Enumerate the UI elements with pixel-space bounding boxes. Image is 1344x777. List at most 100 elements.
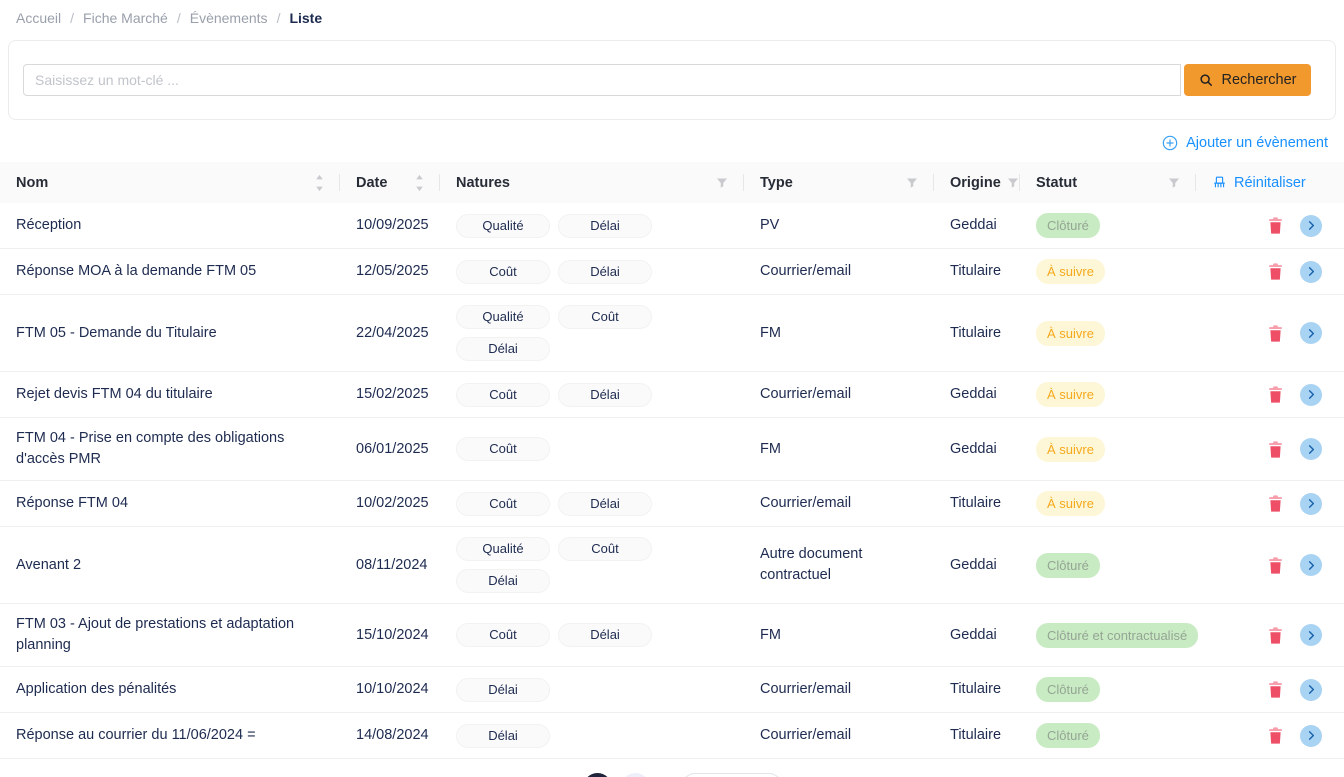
event-actions-cell — [1196, 603, 1344, 667]
open-row-button[interactable] — [1300, 724, 1322, 747]
event-origin: Titulaire — [950, 681, 1002, 697]
event-type-cell: Courrier/email — [744, 666, 934, 713]
search-input[interactable] — [23, 64, 1181, 96]
chevron-right-icon — [1306, 266, 1317, 277]
funnel-icon[interactable] — [1168, 177, 1180, 189]
delete-button[interactable] — [1268, 440, 1283, 458]
event-date-cell: 12/05/2025 — [340, 248, 440, 295]
event-type: Courrier/email — [760, 727, 852, 743]
open-row-button[interactable] — [1300, 678, 1322, 701]
breadcrumb-separator: / — [176, 10, 181, 26]
event-natures-cell: Coût Délai — [440, 248, 744, 295]
event-date-cell: 14/08/2024 — [340, 712, 440, 759]
sort-carets-icon[interactable] — [315, 174, 324, 192]
status-badge: À suivre — [1036, 259, 1105, 284]
event-type: FM — [760, 626, 781, 643]
funnel-icon[interactable] — [716, 177, 728, 189]
open-row-button[interactable] — [1300, 322, 1322, 344]
event-origin-cell: Geddai — [934, 526, 1020, 604]
open-row-button[interactable] — [1300, 438, 1322, 460]
breadcrumb-item-evenements[interactable]: Évènements — [189, 10, 268, 26]
event-date: 10/10/2024 — [356, 681, 429, 697]
table-row: FTM 05 - Demande du Titulaire 22/04/2025… — [0, 294, 1344, 372]
event-origin: Geddai — [950, 556, 997, 573]
open-row-button[interactable] — [1300, 214, 1322, 237]
status-badge: Clôturé et contractualisé — [1036, 622, 1199, 648]
event-natures-cell: Coût Délai — [440, 603, 744, 667]
event-date-cell: 22/04/2025 — [340, 294, 440, 372]
column-header-type[interactable]: Type — [744, 162, 934, 203]
event-actions-cell — [1196, 203, 1344, 249]
funnel-icon[interactable] — [906, 177, 918, 189]
column-header-origine[interactable]: Origine — [934, 162, 1020, 203]
trash-icon — [1268, 556, 1283, 574]
open-row-button[interactable] — [1300, 492, 1322, 515]
event-type-cell: Courrier/email — [744, 248, 934, 295]
open-row-button[interactable] — [1300, 624, 1322, 646]
event-name-cell: Réponse FTM 04 — [0, 480, 340, 527]
delete-button[interactable] — [1268, 727, 1283, 744]
delete-button[interactable] — [1268, 556, 1283, 574]
delete-button[interactable] — [1268, 681, 1283, 698]
trash-icon — [1268, 386, 1283, 403]
reset-filters-button[interactable]: Réinitaliser — [1212, 175, 1328, 191]
event-name-cell: Réponse MOA à la demande FTM 05 — [0, 248, 340, 295]
event-date: 06/01/2025 — [356, 440, 429, 457]
trash-icon — [1268, 681, 1283, 698]
nature-tag: Délai — [456, 569, 550, 593]
status-badge: Clôturé — [1036, 723, 1100, 748]
delete-button[interactable] — [1268, 626, 1283, 644]
page-button-2[interactable]: 2 — [621, 773, 651, 777]
event-name-cell: Réponse au courrier du 11/06/2024 = — [0, 712, 340, 759]
open-row-button[interactable] — [1300, 383, 1322, 406]
table-row: Réponse MOA à la demande FTM 05 12/05/20… — [0, 248, 1344, 295]
add-event-button[interactable]: Ajouter un évènement — [1162, 135, 1328, 151]
event-type-cell: FM — [744, 294, 934, 372]
nature-tag: Coût — [558, 305, 652, 329]
delete-button[interactable] — [1268, 324, 1283, 342]
column-header-date[interactable]: Date — [340, 162, 440, 203]
search-icon — [1199, 73, 1213, 87]
delete-button[interactable] — [1268, 217, 1283, 234]
event-natures-cell: Coût Délai — [440, 480, 744, 527]
event-date: 22/04/2025 — [356, 324, 429, 341]
search-button[interactable]: Rechercher — [1184, 64, 1311, 96]
status-badge: À suivre — [1036, 320, 1105, 346]
table-row: Application des pénalités 10/10/2024 Dél… — [0, 666, 1344, 713]
nature-tag: Qualité — [456, 213, 550, 238]
event-type: Autre document contractuel — [760, 546, 863, 583]
event-date-cell: 08/11/2024 — [340, 526, 440, 604]
nature-tag: Délai — [558, 259, 652, 284]
event-actions-cell — [1196, 417, 1344, 481]
page-size-select[interactable]: 10 / page — [681, 773, 783, 777]
trash-icon — [1268, 495, 1283, 512]
column-header-natures[interactable]: Natures — [440, 162, 744, 203]
event-status-cell: Clôturé et contractualisé — [1020, 603, 1199, 667]
table-row: FTM 03 - Ajout de prestations et adaptat… — [0, 603, 1344, 667]
funnel-icon[interactable] — [1007, 177, 1019, 189]
event-natures-cell: Qualité Coût Délai — [440, 526, 744, 604]
event-type: FM — [760, 324, 781, 341]
breadcrumb-item-accueil[interactable]: Accueil — [16, 10, 62, 26]
event-name-cell: Application des pénalités — [0, 666, 340, 713]
breadcrumb: Accueil / Fiche Marché / Évènements / Li… — [0, 0, 1344, 34]
page-button-1[interactable]: 1 — [583, 773, 613, 777]
event-status-cell: À suivre — [1020, 480, 1196, 527]
open-row-button[interactable] — [1300, 554, 1322, 576]
event-date-cell: 10/02/2025 — [340, 480, 440, 527]
breadcrumb-item-fiche-marche[interactable]: Fiche Marché — [83, 10, 168, 26]
delete-button[interactable] — [1268, 263, 1283, 280]
event-date-cell: 10/09/2025 — [340, 203, 440, 249]
delete-button[interactable] — [1268, 495, 1283, 512]
event-date: 10/09/2025 — [356, 217, 429, 233]
event-status-cell: Clôturé — [1020, 203, 1196, 249]
chevron-right-icon — [1306, 498, 1317, 509]
add-event-label: Ajouter un évènement — [1186, 135, 1328, 151]
event-origin: Titulaire — [950, 324, 1002, 341]
delete-button[interactable] — [1268, 386, 1283, 403]
column-header-nom[interactable]: Nom — [0, 162, 340, 203]
column-header-statut[interactable]: Statut — [1020, 162, 1196, 203]
event-name: FTM 05 - Demande du Titulaire — [16, 324, 217, 341]
sort-carets-icon[interactable] — [415, 174, 424, 192]
open-row-button[interactable] — [1300, 260, 1322, 283]
